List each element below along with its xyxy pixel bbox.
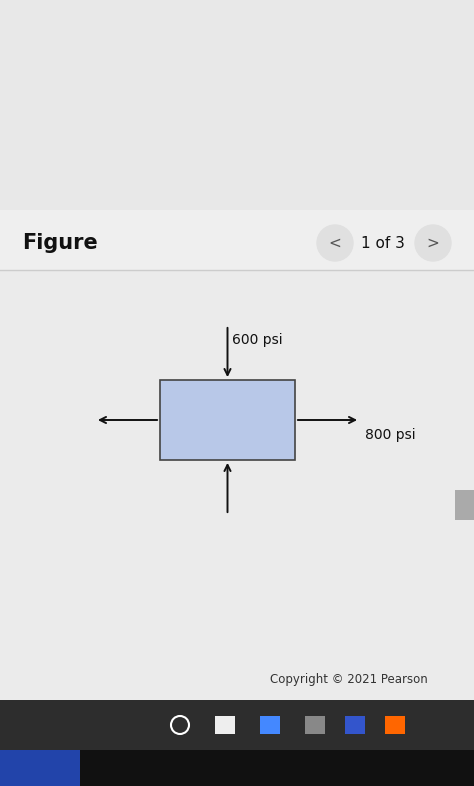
- Text: Copyright © 2021 Pearson: Copyright © 2021 Pearson: [270, 674, 428, 686]
- Text: 600 psi: 600 psi: [233, 333, 283, 347]
- Bar: [260, 716, 280, 734]
- Bar: [0, 270, 474, 700]
- Circle shape: [415, 225, 451, 261]
- Bar: [160, 380, 295, 460]
- Bar: [305, 716, 325, 734]
- Bar: [0, 0, 474, 210]
- Bar: [0, 700, 474, 750]
- Text: 800 psi: 800 psi: [365, 428, 416, 442]
- Bar: [385, 716, 405, 734]
- Text: 1 of 3: 1 of 3: [361, 236, 405, 251]
- Bar: [345, 716, 365, 734]
- Bar: [455, 490, 474, 520]
- Text: Figure: Figure: [22, 233, 98, 253]
- Bar: [0, 750, 80, 786]
- Text: >: >: [427, 236, 439, 251]
- Circle shape: [317, 225, 353, 261]
- Bar: [0, 210, 474, 270]
- Text: <: <: [328, 236, 341, 251]
- Bar: [215, 716, 235, 734]
- Bar: [0, 750, 474, 786]
